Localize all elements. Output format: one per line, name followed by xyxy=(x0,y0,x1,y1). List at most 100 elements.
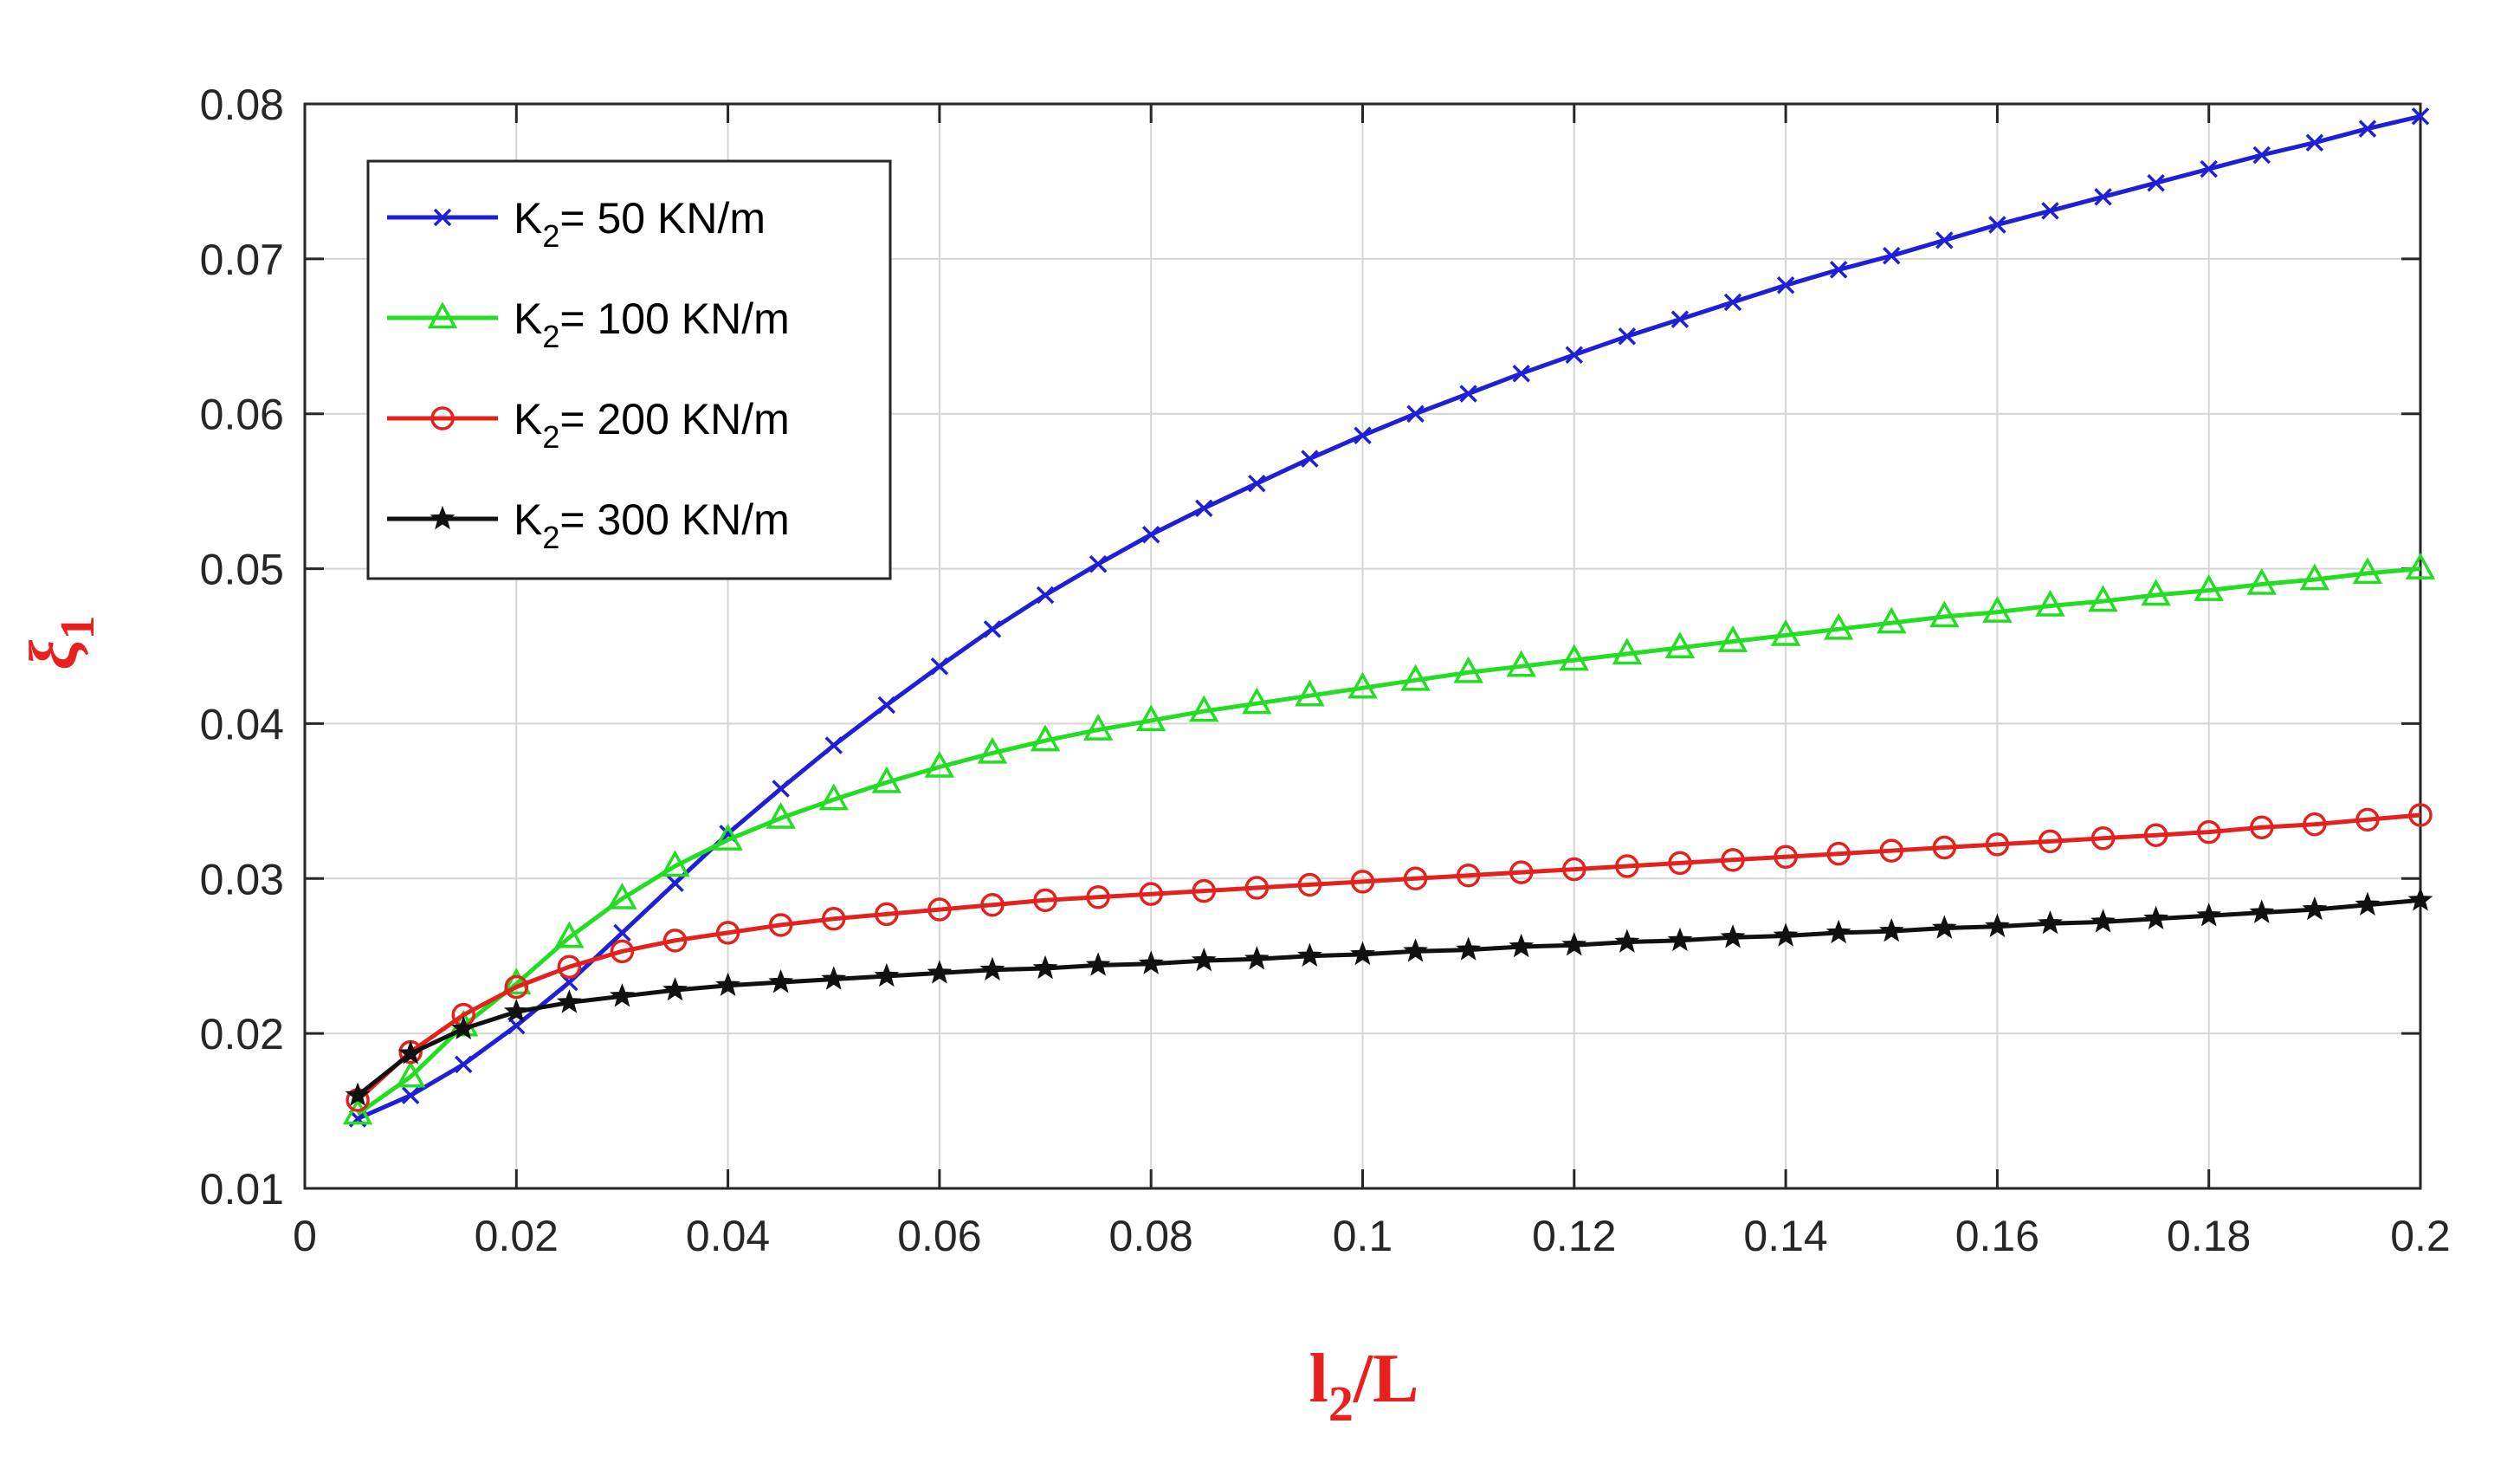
data-point xyxy=(1350,941,1375,966)
marker-stroke xyxy=(1459,385,1477,403)
data-point xyxy=(1985,913,2010,937)
data-point xyxy=(1982,596,2013,623)
legend-marker xyxy=(430,505,456,530)
marker-stroke xyxy=(2305,133,2324,152)
data-point xyxy=(1878,917,1904,942)
data-point xyxy=(927,960,953,984)
legend-marker xyxy=(427,301,458,329)
legend-label-sub: 2 xyxy=(542,218,559,254)
legend-label: K2= 50 KN/m xyxy=(514,194,766,254)
data-point xyxy=(1512,364,1530,383)
data-point xyxy=(1614,929,1640,953)
data-point xyxy=(2143,823,2168,847)
data-point xyxy=(2090,909,2116,933)
data-point xyxy=(2094,188,2112,206)
x-tick-label: 0 xyxy=(293,1212,317,1260)
data-point xyxy=(2088,585,2118,612)
y-axis-title-main: ξ xyxy=(16,639,91,670)
data-point xyxy=(2303,812,2327,837)
data-point xyxy=(983,620,1002,638)
marker-stroke xyxy=(2200,159,2218,178)
data-point xyxy=(1509,860,1534,884)
data-point xyxy=(501,968,532,995)
data-point xyxy=(1877,606,1907,634)
y-tick-label: 0.06 xyxy=(200,391,284,439)
marker-stroke xyxy=(877,696,896,715)
marker-stroke xyxy=(613,923,631,942)
marker-stroke xyxy=(454,1055,473,1074)
data-point xyxy=(1562,857,1586,882)
data-point xyxy=(1721,848,1745,872)
data-point xyxy=(1135,704,1166,732)
data-point xyxy=(877,696,896,715)
data-point xyxy=(1559,644,1590,671)
y-tick-label: 0.03 xyxy=(200,855,284,903)
series-layer xyxy=(342,107,2436,1128)
data-point xyxy=(2141,579,2171,606)
data-point xyxy=(1354,426,1372,444)
data-point xyxy=(454,1055,473,1074)
data-point xyxy=(715,972,740,996)
legend-item: K2= 50 KN/m xyxy=(387,194,766,254)
data-point xyxy=(613,923,631,942)
marker-stroke xyxy=(1776,276,1795,294)
data-point xyxy=(1030,724,1061,752)
data-point xyxy=(1189,695,1219,722)
data-point xyxy=(1032,955,1058,980)
data-point xyxy=(1089,554,1108,573)
data-point xyxy=(1612,637,1643,665)
data-point xyxy=(1883,247,1901,265)
data-point xyxy=(980,892,1005,917)
data-point xyxy=(1350,870,1375,894)
data-point xyxy=(2147,173,2165,192)
data-point xyxy=(1453,656,1483,683)
marker-stroke xyxy=(824,736,843,754)
data-point xyxy=(1932,835,1957,860)
marker-stroke xyxy=(2252,146,2271,165)
marker-stroke xyxy=(930,657,949,676)
data-point xyxy=(1295,679,1325,707)
data-point xyxy=(1988,216,2006,234)
marker-stroke xyxy=(1301,450,1319,468)
data-point xyxy=(2200,159,2218,178)
data-point xyxy=(2302,896,2328,921)
data-point xyxy=(557,955,582,979)
data-point xyxy=(2352,557,2383,585)
data-point xyxy=(1301,450,1319,468)
data-point xyxy=(874,962,900,987)
data-point xyxy=(662,929,688,953)
data-point xyxy=(2196,903,2222,927)
x-axis-title-sub: 2 xyxy=(1328,1375,1354,1432)
data-point xyxy=(824,736,843,754)
data-point xyxy=(2250,815,2274,840)
x-tick-label: 0.1 xyxy=(1333,1212,1393,1260)
legend-label-main: K xyxy=(514,395,542,443)
data-point xyxy=(930,657,949,676)
data-point xyxy=(1456,863,1481,888)
data-point xyxy=(2143,905,2169,930)
marker-stroke xyxy=(1883,247,1901,265)
data-point xyxy=(1509,933,1535,958)
legend-label: K2= 100 KN/m xyxy=(514,294,790,354)
data-point xyxy=(1935,231,1954,249)
data-point xyxy=(1403,866,1428,891)
data-point xyxy=(660,850,690,877)
data-point xyxy=(1565,346,1584,364)
data-point xyxy=(1668,851,1692,876)
marker-stroke xyxy=(401,1086,420,1104)
legend-label-main: K xyxy=(514,194,542,243)
legend-marker xyxy=(433,208,452,227)
legend-item: K2= 300 KN/m xyxy=(387,495,790,555)
data-point xyxy=(342,1097,373,1125)
data-point xyxy=(979,956,1005,981)
data-point xyxy=(2405,552,2436,579)
marker-stroke xyxy=(2411,107,2430,126)
data-point xyxy=(395,1060,426,1088)
data-point xyxy=(397,1040,423,1065)
marker-stroke xyxy=(1829,261,1848,279)
marker-stroke xyxy=(2041,202,2059,220)
data-point xyxy=(2246,567,2278,595)
marker-stroke xyxy=(1723,293,1742,312)
